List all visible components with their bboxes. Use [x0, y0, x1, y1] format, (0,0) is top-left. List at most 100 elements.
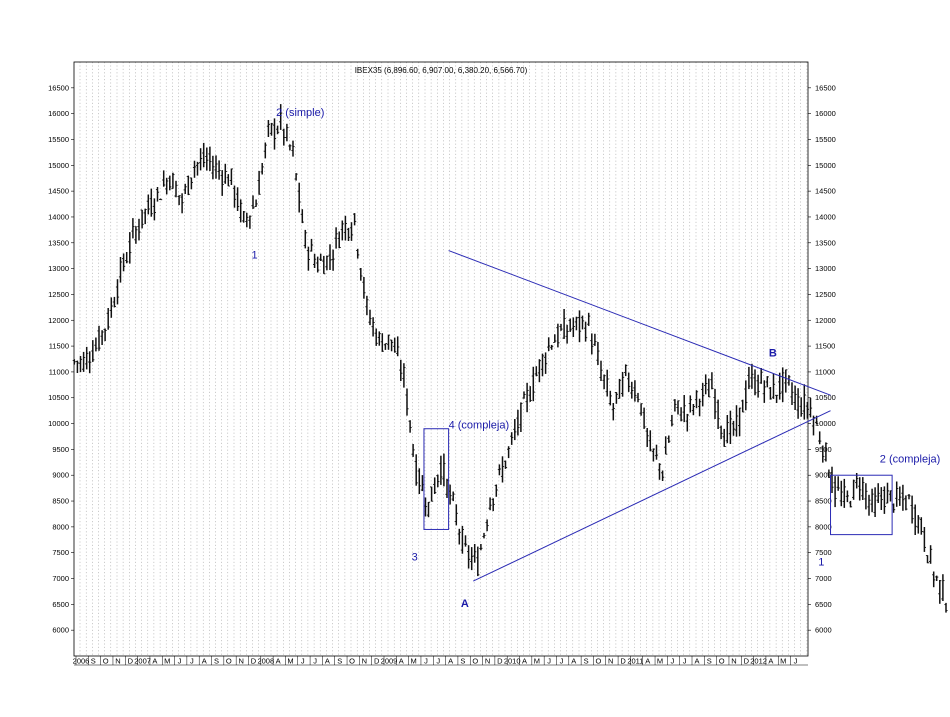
x-tick-label: A: [202, 657, 207, 666]
x-tick-label: O: [596, 657, 602, 666]
y-tick-label-left: 14000: [48, 212, 69, 221]
y-tick-label-right: 10000: [815, 419, 836, 428]
y-tick-label-left: 12000: [48, 316, 69, 325]
x-tick-label: D: [620, 657, 626, 666]
x-tick-label: N: [731, 657, 736, 666]
wave-label: A: [461, 598, 469, 610]
y-tick-label-left: 15500: [48, 135, 69, 144]
x-tick-label: A: [399, 657, 404, 666]
y-tick-label-right: 16500: [815, 83, 836, 92]
y-tick-label-right: 14000: [815, 212, 836, 221]
technical-drawings: [423, 250, 893, 582]
y-tick-label-right: 15500: [815, 135, 836, 144]
wave-label: 3: [412, 551, 418, 563]
x-tick-label: A: [571, 657, 576, 666]
x-tick-label: A: [768, 657, 773, 666]
x-tick-label: A: [448, 657, 453, 666]
y-tick-label-left: 8500: [52, 497, 69, 506]
y-tick-label-left: 13000: [48, 264, 69, 273]
x-tick-label: D: [744, 657, 750, 666]
x-tick-label: A: [522, 657, 527, 666]
x-tick-label: J: [313, 657, 317, 666]
y-tick-label-right: 14500: [815, 187, 836, 196]
x-tick-label: J: [547, 657, 551, 666]
x-tick-label: J: [424, 657, 428, 666]
wave-label: 2 (compleja): [880, 453, 941, 465]
y-tick-label-left: 7000: [52, 574, 69, 583]
x-tick-label: D: [497, 657, 503, 666]
axes: 6000 6000 6500 6500 7000 7000 7500 7500 8000 8000…: [48, 61, 836, 666]
y-tick-label-right: 6500: [815, 600, 832, 609]
x-tick-label: N: [115, 657, 120, 666]
x-tick-label: O: [472, 657, 478, 666]
x-tick-label: A: [645, 657, 650, 666]
y-tick-label-right: 13500: [815, 238, 836, 247]
x-tick-label: 2009: [381, 657, 398, 666]
x-tick-label: M: [287, 657, 293, 666]
x-tick-label: O: [226, 657, 232, 666]
x-tick-label: J: [683, 657, 687, 666]
x-tick-label: D: [374, 657, 380, 666]
y-tick-label-right: 11000: [815, 367, 835, 376]
y-tick-label-right: 10500: [815, 393, 836, 402]
y-tick-label-left: 14500: [48, 187, 69, 196]
y-tick-label-left: 12500: [48, 290, 69, 299]
y-tick-label-right: 12000: [815, 316, 836, 325]
y-tick-label-right: 8000: [815, 522, 832, 531]
y-tick-label-right: 7500: [815, 548, 832, 557]
y-tick-label-left: 11000: [49, 367, 69, 376]
x-tick-label: A: [325, 657, 330, 666]
x-tick-label: O: [719, 657, 725, 666]
x-tick-label: O: [103, 657, 109, 666]
x-tick-label: D: [128, 657, 134, 666]
y-tick-label-left: 9000: [52, 471, 69, 480]
x-tick-label: 2011: [627, 657, 643, 666]
x-tick-label: M: [411, 657, 417, 666]
price-bars: [72, 104, 948, 613]
wave-2-box: [830, 474, 893, 536]
wave-4-box: [423, 428, 450, 530]
y-tick-label-left: 10500: [48, 393, 69, 402]
x-tick-label: J: [190, 657, 194, 666]
x-tick-label: J: [178, 657, 182, 666]
y-tick-label-left: 6000: [52, 626, 69, 635]
x-tick-label: N: [485, 657, 490, 666]
x-tick-label: O: [349, 657, 355, 666]
grid-lines: [79, 62, 808, 656]
y-tick-label-left: 6500: [52, 600, 69, 609]
wave-annotations: 1 2 (simple) 3 4 (compleja) A B 1 2 (compleja): [251, 107, 940, 610]
wave-label: B: [769, 347, 777, 359]
y-tick-label-left: 15000: [48, 161, 69, 170]
x-tick-label: J: [560, 657, 564, 666]
y-tick-label-right: 6000: [815, 626, 832, 635]
x-tick-label: S: [214, 657, 219, 666]
x-tick-label: J: [436, 657, 440, 666]
wave-label: 1: [251, 249, 257, 261]
triangle-lower-line: [473, 410, 831, 582]
x-tick-label: M: [657, 657, 663, 666]
x-tick-label: 2006: [73, 657, 90, 666]
x-tick-label: N: [238, 657, 243, 666]
x-tick-label: M: [534, 657, 540, 666]
y-tick-label-left: 8000: [52, 522, 69, 531]
x-tick-label: S: [91, 657, 96, 666]
wave-label: 1: [818, 557, 824, 569]
y-tick-label-right: 16000: [815, 109, 836, 118]
triangle-upper-line: [448, 250, 831, 396]
y-tick-label-right: 11500: [815, 342, 835, 351]
x-tick-label: M: [780, 657, 786, 666]
y-tick-label-left: 10000: [48, 419, 69, 428]
x-tick-label: J: [301, 657, 305, 666]
x-tick-label: 2007: [134, 657, 151, 666]
x-tick-label: S: [707, 657, 712, 666]
x-tick-label: S: [337, 657, 342, 666]
y-tick-label-left: 13500: [48, 238, 69, 247]
x-tick-label: A: [152, 657, 157, 666]
x-tick-label: J: [670, 657, 674, 666]
x-tick-label: M: [164, 657, 170, 666]
chart-title: IBEX35 (6,896.60, 6,907.00, 6,380.20, 6,…: [355, 66, 528, 75]
y-tick-label-left: 16000: [48, 109, 69, 118]
wave-label: 4 (compleja): [449, 420, 510, 432]
